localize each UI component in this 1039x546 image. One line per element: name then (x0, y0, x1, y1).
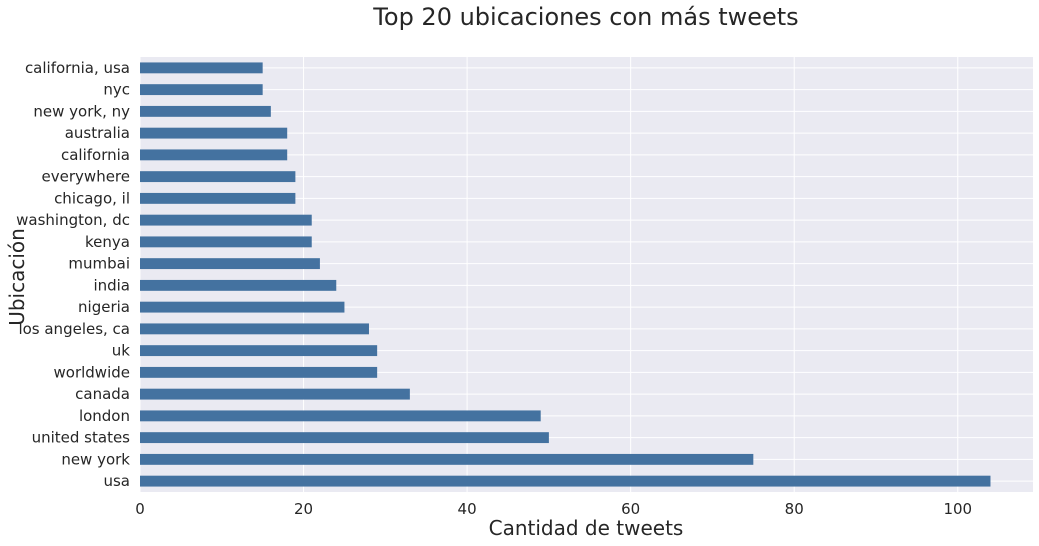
bar-uk (140, 345, 378, 357)
bar-chicago-il (140, 192, 296, 204)
y-tick-label: usa (103, 472, 130, 490)
bar-california (140, 149, 288, 161)
x-tick-label: 80 (785, 500, 804, 518)
y-tick-label: united states (32, 429, 131, 447)
y-tick-label: india (93, 276, 130, 294)
bar-canada (140, 388, 410, 400)
y-tick-label: worldwide (54, 363, 131, 381)
bar-new-york-ny (140, 105, 271, 117)
x-tick-labels: 0 20 40 60 80 100 (135, 500, 972, 518)
bar-india (140, 279, 337, 291)
bar-mumbai (140, 258, 320, 270)
bar-australia (140, 127, 288, 139)
x-axis-label: Cantidad de tweets (489, 516, 684, 540)
bar-united-states (140, 432, 549, 444)
y-tick-label: new york (61, 450, 130, 468)
y-tick-label: canada (75, 385, 130, 403)
y-tick-label: kenya (85, 233, 130, 251)
y-tick-label: new york, ny (33, 102, 130, 120)
bar-worldwide (140, 366, 378, 378)
x-tick-label: 0 (135, 500, 145, 518)
bar-everywhere (140, 171, 296, 183)
bar-kenya (140, 236, 312, 248)
y-tick-label: uk (112, 342, 131, 360)
y-tick-label: nigeria (78, 298, 130, 316)
bar-california-usa (140, 62, 263, 74)
x-tick-label: 100 (943, 500, 972, 518)
chart-title: Top 20 ubicaciones con más tweets (372, 3, 798, 31)
y-axis-label: Ubicación (5, 228, 29, 326)
x-tick-label: 40 (458, 500, 477, 518)
y-tick-label: los angeles, ca (18, 320, 130, 338)
y-tick-label: chicago, il (54, 189, 130, 207)
y-tick-labels: usa new york united states london canada worl… (16, 59, 130, 490)
y-tick-label: california (61, 146, 130, 164)
bar-new-york (140, 453, 754, 465)
y-tick-label: california, usa (25, 59, 130, 77)
x-tick-label: 60 (621, 500, 640, 518)
y-tick-label: nyc (103, 81, 130, 99)
plot-area (140, 57, 1033, 492)
y-tick-label: everywhere (42, 168, 130, 186)
bar-london (140, 410, 541, 422)
y-tick-label: australia (65, 124, 130, 142)
bar-usa (140, 475, 991, 487)
y-tick-label: mumbai (68, 255, 130, 273)
x-tick-label: 20 (294, 500, 313, 518)
bar-nigeria (140, 301, 345, 313)
y-tick-label: washington, dc (16, 211, 130, 229)
bar-nyc (140, 84, 263, 96)
y-tick-label: london (79, 407, 130, 425)
bar-los-angeles-ca (140, 323, 369, 335)
bars (140, 62, 991, 487)
bar-washington-dc (140, 214, 312, 226)
